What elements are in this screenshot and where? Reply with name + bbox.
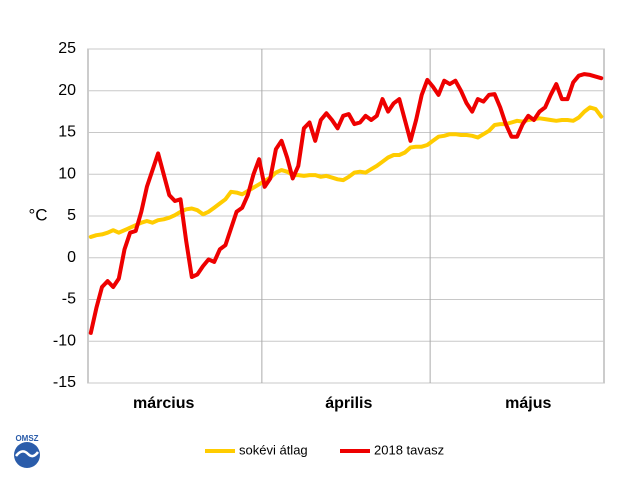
y-tick-label: -15 xyxy=(53,374,76,391)
y-tick-label: -5 xyxy=(62,291,76,308)
series-line xyxy=(88,105,604,239)
x-tick-label: május xyxy=(505,395,551,412)
legend-label: 2018 tavasz xyxy=(374,442,444,457)
logo-wave xyxy=(15,450,40,458)
y-tick-label: 0 xyxy=(67,249,76,266)
y-tick-label: -10 xyxy=(53,332,76,349)
x-tick-label: március xyxy=(133,395,194,412)
x-tick-label: április xyxy=(325,395,372,412)
legend-label: sokévi átlag xyxy=(239,442,308,457)
y-tick-label: 5 xyxy=(67,207,76,224)
y-tick-label: 25 xyxy=(58,40,76,57)
y-tick-label: 20 xyxy=(58,82,76,99)
series-line xyxy=(88,72,604,335)
logo-text: OMSZ xyxy=(15,434,38,443)
y-tick-label: 15 xyxy=(58,124,76,141)
logo-emblem xyxy=(14,442,40,468)
y-tick-label: 10 xyxy=(58,165,76,182)
y-axis-label: °C xyxy=(28,205,47,224)
logo: OMSZ xyxy=(14,434,40,468)
